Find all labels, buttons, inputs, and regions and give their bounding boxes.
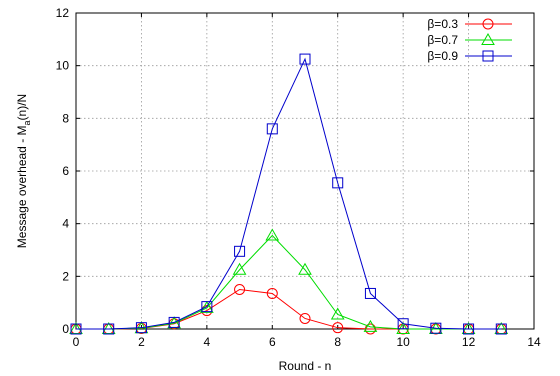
series-line <box>76 57 502 330</box>
data-point-circle <box>266 287 278 299</box>
legend-swatch-marker <box>481 32 495 45</box>
data-point-circle <box>299 312 311 324</box>
legend: β=0.3 β=0.7 β=0.9 <box>427 17 512 63</box>
y-axis-title-tail: (n)/N <box>15 94 29 121</box>
y-axis-title-main: Message overhead - M <box>15 125 29 248</box>
x-tick-label: 14 <box>527 335 541 349</box>
x-tick-label: 12 <box>462 335 476 349</box>
series-group <box>69 53 509 335</box>
axis-ticks: 0 2 4 6 8 10 12 14 0 2 4 6 8 10 12 <box>56 6 541 349</box>
data-point-square <box>430 322 442 334</box>
data-point-circle <box>332 322 344 334</box>
data-point-square <box>135 322 147 334</box>
legend-swatch-marker <box>482 50 494 62</box>
data-point-triangle <box>232 262 247 275</box>
series-square <box>70 53 507 335</box>
legend-label: β=0.9 <box>427 49 458 63</box>
y-tick-label: 4 <box>62 217 69 231</box>
x-tick-label: 10 <box>396 335 410 349</box>
data-point-triangle <box>298 262 312 275</box>
legend-item: β=0.7 <box>427 32 512 47</box>
y-tick-label: 6 <box>62 164 69 178</box>
data-point-triangle <box>265 228 280 241</box>
data-point-square <box>266 123 278 135</box>
x-axis-title: Round - n <box>279 359 332 373</box>
grid <box>76 13 534 329</box>
data-point-square <box>103 323 115 335</box>
x-tick-label: 0 <box>73 335 80 349</box>
x-tick-label: 4 <box>204 335 211 349</box>
y-tick-label: 10 <box>56 59 70 73</box>
data-point-triangle <box>330 307 345 320</box>
data-point-square <box>364 287 376 299</box>
data-point-square <box>332 177 344 189</box>
legend-label: β=0.7 <box>427 33 458 47</box>
x-tick-label: 2 <box>138 335 145 349</box>
series-triangle <box>69 228 509 334</box>
data-point-square <box>299 53 311 65</box>
data-point-square <box>495 323 507 335</box>
data-point-square <box>201 301 213 313</box>
x-tick-label: 6 <box>269 335 276 349</box>
legend-swatch-marker <box>482 18 494 30</box>
data-point-square <box>234 245 246 257</box>
legend-label: β=0.3 <box>427 17 458 31</box>
legend-item: β=0.3 <box>427 17 512 31</box>
data-point-circle <box>234 284 246 295</box>
y-tick-label: 12 <box>56 6 70 20</box>
data-point-square <box>463 323 475 335</box>
data-point-triangle <box>363 319 378 332</box>
data-point-square <box>397 318 409 330</box>
series-line <box>76 234 502 330</box>
data-point-square <box>70 323 82 335</box>
data-point-triangle <box>199 300 214 313</box>
y-tick-label: 2 <box>62 269 69 283</box>
y-tick-label: 8 <box>62 111 69 125</box>
y-tick-label: 0 <box>62 322 69 336</box>
y-axis-title-subscript: a <box>22 120 32 125</box>
legend-item: β=0.9 <box>427 49 512 63</box>
y-axis-title: Message overhead - Ma(n)/N <box>15 94 32 248</box>
x-tick-label: 8 <box>334 335 341 349</box>
data-point-square <box>168 316 180 328</box>
